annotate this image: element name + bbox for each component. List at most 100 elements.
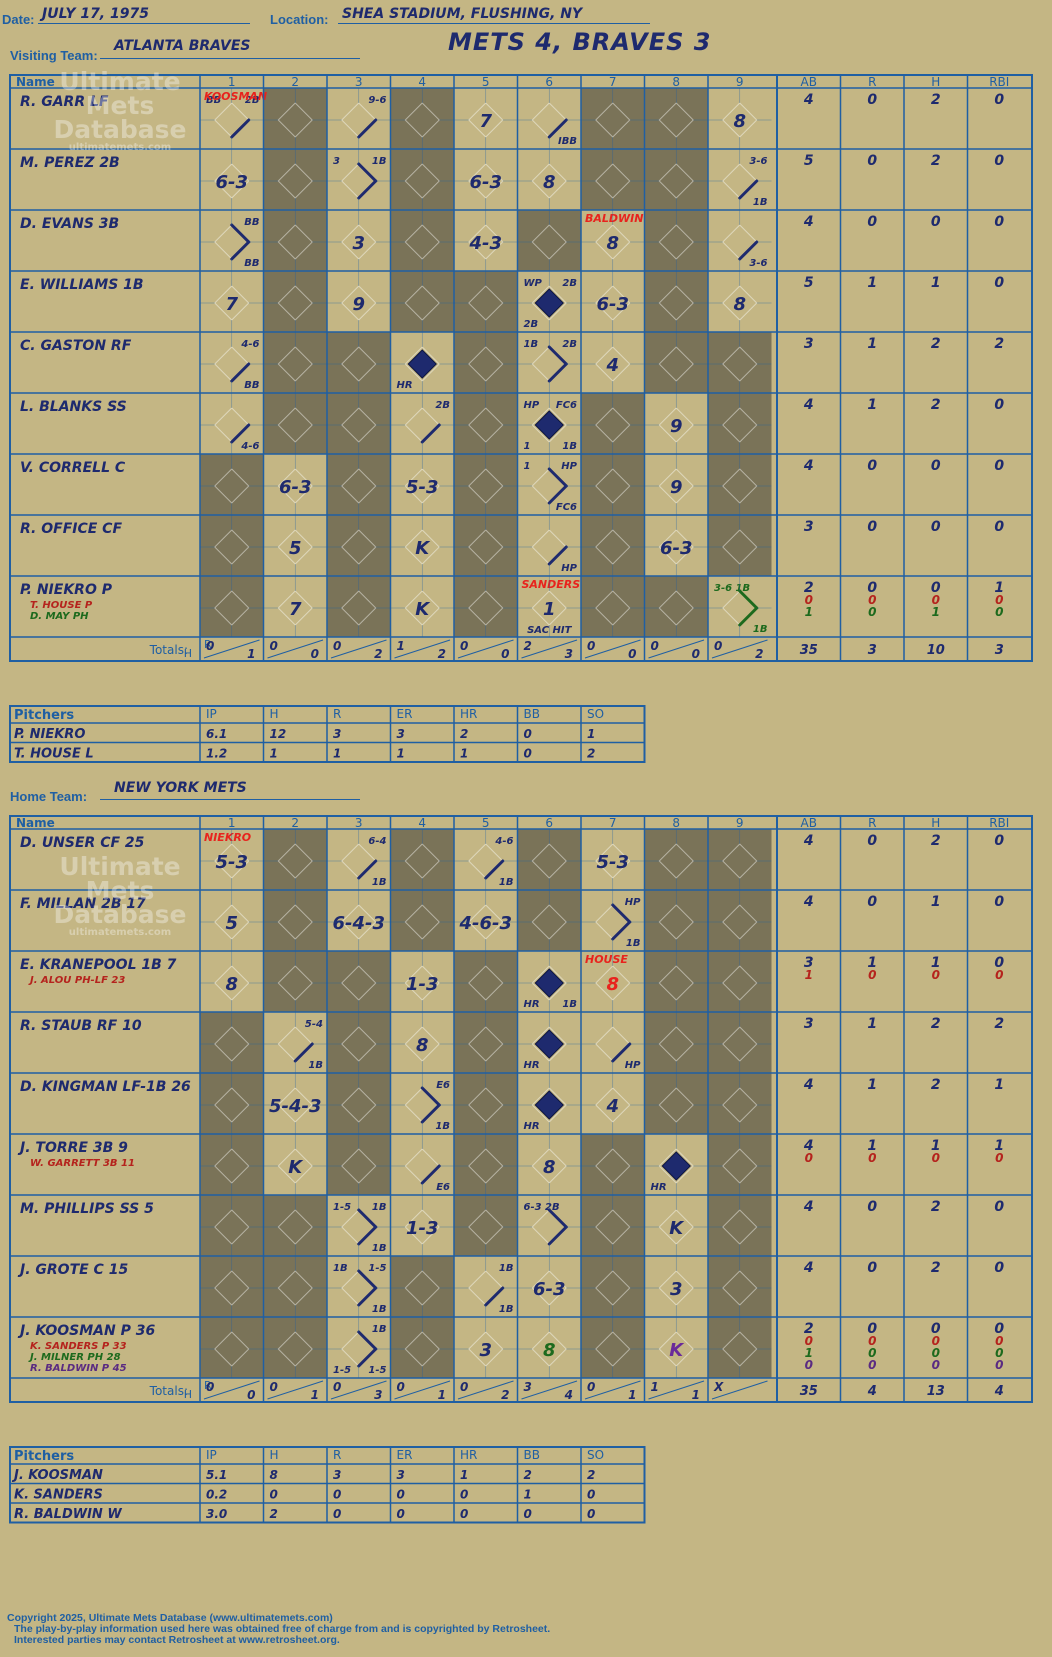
- basepath-segment: [738, 589, 759, 610]
- play-result: 8: [733, 294, 746, 315]
- grid-lines: [9, 815, 1033, 1403]
- pitcher-stat-ip: 1.2: [206, 747, 227, 761]
- play-result: K: [415, 599, 431, 620]
- inning-cell-2: 6-3: [277, 468, 313, 504]
- play-annotation: 1B: [562, 441, 577, 452]
- inning-cell-5: 4-6 1B: [468, 836, 514, 888]
- play-result: 9: [352, 294, 365, 315]
- batter-row: R. STAUB RF 10 5-4 1B 8 HR HP 3 1 2 2: [20, 1016, 1004, 1071]
- play-annotation: 1B: [372, 877, 387, 888]
- batter-stat-rbi: 0: [994, 214, 1004, 230]
- pitcher-stat-h: 1: [270, 747, 278, 761]
- stat-header-rbi: RBI: [989, 75, 1009, 89]
- substitute-name: J. ALOU PH-LF 23: [28, 975, 125, 986]
- pitching-header-r: R: [333, 707, 341, 721]
- watermark-line2: Mets: [85, 876, 155, 905]
- batter-stat-ab: 4: [803, 1077, 814, 1093]
- batter-stat-ab: 3: [804, 519, 814, 535]
- basepath-diamond: [404, 1148, 440, 1184]
- batter-stat-ab: 4: [803, 894, 814, 910]
- basepath-segment: [357, 1208, 378, 1229]
- basepath-segment: [357, 859, 378, 880]
- batter-name: V. CORRELL C: [20, 460, 126, 476]
- inning-cell-7: 5-3: [595, 843, 631, 879]
- play-annotation: 1-5: [368, 1365, 386, 1376]
- totals-divider: [648, 639, 705, 659]
- inning-cell-6: HR: [524, 1087, 567, 1132]
- play-result: 4-6-3: [458, 913, 512, 934]
- visiting-team-label: Visiting Team:: [10, 48, 98, 63]
- batter-stat-rbi: 0: [994, 397, 1004, 413]
- inning-runs: 1: [651, 1380, 659, 1394]
- team-total-rbi: 4: [994, 1384, 1004, 1399]
- batter-stat-ab: 2: [804, 580, 814, 596]
- inning-header-1: 1: [228, 75, 236, 89]
- play-annotation: 1B: [372, 1202, 387, 1213]
- batter-stat-rbi: 0: [994, 894, 1004, 910]
- play-annotation: 2B: [562, 339, 577, 350]
- batter-stat-h: 2: [931, 1260, 941, 1276]
- inning-cell-1: 5: [214, 904, 250, 940]
- totals-hits-label: H: [184, 1388, 192, 1401]
- pitcher-change-marker: NIEKRO: [204, 831, 251, 844]
- footer-retrosheet: The play-by-play information used here w…: [14, 1623, 551, 1635]
- basepath-segment: [484, 1286, 505, 1307]
- inning-cell-3: 9: [341, 285, 377, 321]
- batter-row: M. PEREZ 2B 6-3 3 1B 6-3 8 3-6 1B 5 0 2 0: [20, 153, 1004, 208]
- batter-stat-rbi: 0: [994, 153, 1004, 169]
- inning-cell-6: IBB: [531, 102, 577, 147]
- play-result: 4-3: [468, 233, 502, 254]
- inning-header-3: 3: [355, 75, 363, 89]
- play-annotation: 1B: [372, 156, 387, 167]
- batter-stat-h: 2: [931, 1077, 941, 1093]
- basepath-segment: [547, 484, 568, 505]
- basepath-diamond: [468, 1270, 504, 1306]
- batter-stat-h: 1: [931, 1138, 941, 1154]
- basepath-diamond: [404, 1087, 440, 1123]
- pitcher-stat-er: 0: [397, 1488, 405, 1502]
- totals-runs-label: R: [204, 638, 212, 651]
- batter-stat-h: 2: [931, 92, 941, 108]
- batter-stat-ab: 1: [805, 1346, 813, 1360]
- basepath-segment: [357, 1225, 378, 1246]
- batter-stat-ab: 2: [804, 1321, 814, 1337]
- inning-cell-5: 4-3: [468, 224, 504, 260]
- play-result: 6-3: [596, 294, 629, 315]
- batter-stat-rbi: 1: [994, 1077, 1004, 1093]
- totals-divider: [521, 1380, 578, 1400]
- play-annotation: 5-4: [305, 1019, 323, 1030]
- inning-cell-3: 3 1B: [333, 156, 387, 200]
- play-annotation: 1B: [372, 1304, 387, 1315]
- pitcher-stat-bb: 0: [524, 747, 532, 761]
- basepath-segment: [293, 1042, 314, 1063]
- inning-cell-9: 3-6: [722, 224, 768, 269]
- basepath-segment: [420, 1103, 441, 1124]
- inning-header-1: 1: [228, 816, 236, 830]
- batter-name: C. GASTON RF: [20, 338, 132, 354]
- batter-stat-rbi: 0: [995, 593, 1003, 607]
- batter-stat-rbi: 2: [994, 1016, 1004, 1032]
- batter-stat-rbi: 2: [994, 336, 1004, 352]
- inning-cell-9: 3-6 1B: [722, 156, 768, 208]
- run-scored-diamond: [534, 1029, 564, 1059]
- inning-header-2: 2: [291, 75, 299, 89]
- inning-runs: 0: [333, 1380, 341, 1394]
- play-result: 8: [416, 1035, 429, 1056]
- inning-hits: 2: [374, 647, 382, 661]
- inning-runs: 0: [651, 639, 659, 653]
- play-annotation: HP: [625, 1060, 641, 1071]
- play-annotation: BB: [206, 95, 221, 106]
- play-result: 8: [733, 111, 746, 132]
- totals-divider: [203, 639, 260, 659]
- inning-header-6: 6: [545, 816, 553, 830]
- pitching-header-bb: BB: [524, 707, 540, 721]
- inning-runs: 0: [587, 639, 595, 653]
- stat-header-ab: AB: [801, 75, 817, 89]
- batter-stat-ab: 1: [805, 968, 813, 982]
- batter-name: M. PEREZ 2B: [20, 155, 120, 171]
- totals-runs-label: R: [204, 1379, 212, 1392]
- pitcher-stat-bb: 0: [524, 727, 532, 741]
- play-annotation: 1B: [499, 1304, 514, 1315]
- inning-cell-9: 3-6 1B 1B: [714, 583, 768, 635]
